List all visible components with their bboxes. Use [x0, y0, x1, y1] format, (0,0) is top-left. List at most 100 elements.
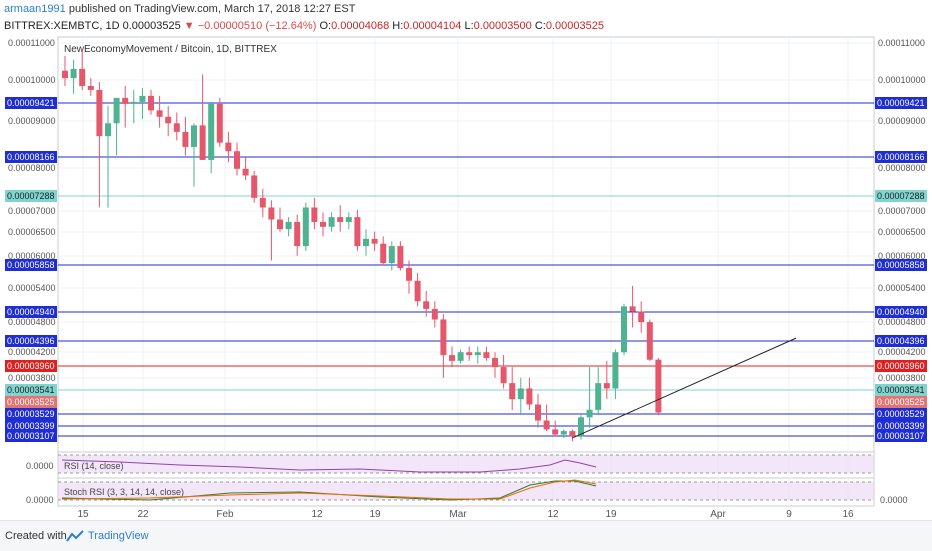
- y-tick-label-left: 0.00004200: [8, 347, 56, 357]
- level-tag-left-text: 0.00007288: [7, 191, 55, 201]
- candle-body: [182, 131, 189, 147]
- y-tick-label-right: 0.00011000: [878, 38, 925, 48]
- candle-body: [251, 175, 258, 198]
- candle-body: [113, 97, 120, 124]
- level-tag-left: [5, 384, 57, 396]
- candle-body: [165, 116, 172, 124]
- x-tick-label: 16: [842, 509, 854, 520]
- candle-body: [449, 355, 455, 361]
- open-label: O:: [319, 20, 332, 32]
- level-tag-right: [875, 396, 927, 408]
- tradingview-logo-icon: [66, 530, 84, 542]
- y-tick-label-right: 0.00005400: [878, 283, 926, 293]
- level-tag-right-text: 0.00004940: [877, 307, 925, 317]
- level-tag-left: [5, 335, 57, 347]
- candle-body: [406, 267, 412, 281]
- author-link[interactable]: armaan1991: [4, 3, 66, 15]
- x-tick-label: 12: [547, 509, 559, 520]
- x-tick-label: Feb: [216, 509, 234, 520]
- main-pane: [57, 36, 875, 453]
- level-tag-left: [5, 306, 57, 318]
- candle-body: [173, 123, 180, 132]
- y-tick-label-left: 0.00011000: [8, 38, 55, 48]
- candle-body: [526, 388, 533, 405]
- candle-body: [105, 123, 111, 137]
- candle-body: [130, 101, 137, 104]
- level-tag-left: [5, 190, 57, 202]
- candle-body: [431, 308, 438, 320]
- stoch-band: [58, 482, 874, 500]
- x-tick-label: 12: [311, 509, 323, 520]
- level-tag-right: [875, 190, 927, 202]
- candle-body: [62, 70, 68, 79]
- candle-body: [560, 431, 567, 435]
- level-tag-right: [875, 259, 927, 271]
- level-tag-right: [875, 384, 927, 396]
- candle-body: [277, 219, 283, 230]
- candle-body: [337, 217, 344, 222]
- candle-body: [397, 246, 404, 268]
- candle-body: [234, 151, 240, 169]
- level-tag-right: [875, 360, 927, 372]
- candle-body: [509, 383, 516, 400]
- level-tag-right: [875, 430, 927, 442]
- candle-body: [259, 197, 266, 208]
- level-tag-left-text: 0.00004940: [7, 307, 55, 317]
- level-tag-right-text: 0.00003960: [877, 361, 925, 371]
- candle-body: [388, 246, 395, 263]
- price-chart[interactable]: 15 22 Feb 12 19 Mar 12 19 Apr 9 16 0.00011000 0.0001…: [0, 0, 932, 520]
- level-tag-right-text: 0.00004396: [877, 336, 925, 346]
- x-tick-label: 19: [605, 509, 617, 520]
- low-value: 0.00003500: [473, 20, 532, 32]
- stoch-rsi-label: Stoch RSI (3, 3, 14, 14, close): [64, 487, 184, 497]
- candle-body: [483, 352, 490, 358]
- candle-body: [96, 89, 103, 137]
- candle-body: [552, 429, 559, 435]
- candle-body: [612, 352, 619, 389]
- rsi-line: [61, 459, 597, 473]
- candle-body: [655, 359, 662, 413]
- y-tick-label-left: 0.00010000: [8, 75, 56, 85]
- chart-header: armaan1991 published on TradingView.com,…: [0, 0, 932, 38]
- low-label: L:: [464, 20, 474, 32]
- candle-body: [363, 238, 369, 247]
- level-tag-left: [5, 430, 57, 442]
- rsi-band: [58, 455, 874, 473]
- candle-body: [87, 85, 94, 90]
- level-tag-right: [875, 151, 927, 163]
- candle-body: [492, 357, 498, 368]
- published-text: published on TradingView.com, March 17, …: [68, 3, 356, 15]
- level-tag-right: [875, 420, 927, 432]
- level-tag-left-text: 0.00003399: [7, 421, 55, 431]
- level-tag-left: [5, 360, 57, 372]
- close-value: 0.00003525: [545, 20, 604, 32]
- candle-body: [328, 217, 335, 227]
- candle-body: [603, 383, 610, 389]
- y-tick-label-right: 0.00007000: [878, 206, 926, 216]
- candle-body: [70, 68, 77, 79]
- last-price: 0.00003525: [122, 20, 181, 32]
- level-tag-right-text: 0.00008166: [877, 152, 925, 162]
- candle-body: [285, 221, 292, 230]
- y-tick-label-left: 0.00008000: [8, 163, 56, 173]
- created-with-text: Created with: [5, 530, 67, 542]
- level-tag-left-text: 0.00009421: [7, 98, 55, 108]
- level-tag-right-text: 0.00005858: [877, 260, 925, 270]
- tradingview-link[interactable]: TradingView: [88, 530, 149, 542]
- candle-body: [79, 68, 86, 86]
- candle-body: [208, 103, 215, 160]
- price-change: ▼ −0.00000510 (−12.64%): [183, 20, 317, 32]
- level-tag-left-text: 0.00004396: [7, 336, 55, 346]
- y-tick-label-right: 0.00008000: [878, 163, 926, 173]
- candle-body: [414, 280, 421, 302]
- close-label: C:: [534, 20, 546, 32]
- y-tick-label-right: 0.00003800: [878, 373, 926, 383]
- candle-body: [569, 431, 576, 437]
- y-tick-label-left: 0.00005400: [8, 283, 56, 293]
- level-tag-right-text: 0.00009421: [877, 98, 925, 108]
- y-tick-label-left: 0.00003800: [8, 373, 56, 383]
- level-tag-right-text: 0.00003529: [877, 409, 925, 419]
- level-tag-right-text: 0.00007288: [877, 191, 925, 201]
- candle-body: [543, 420, 550, 430]
- level-tag-left-text: 0.00003107: [7, 431, 55, 441]
